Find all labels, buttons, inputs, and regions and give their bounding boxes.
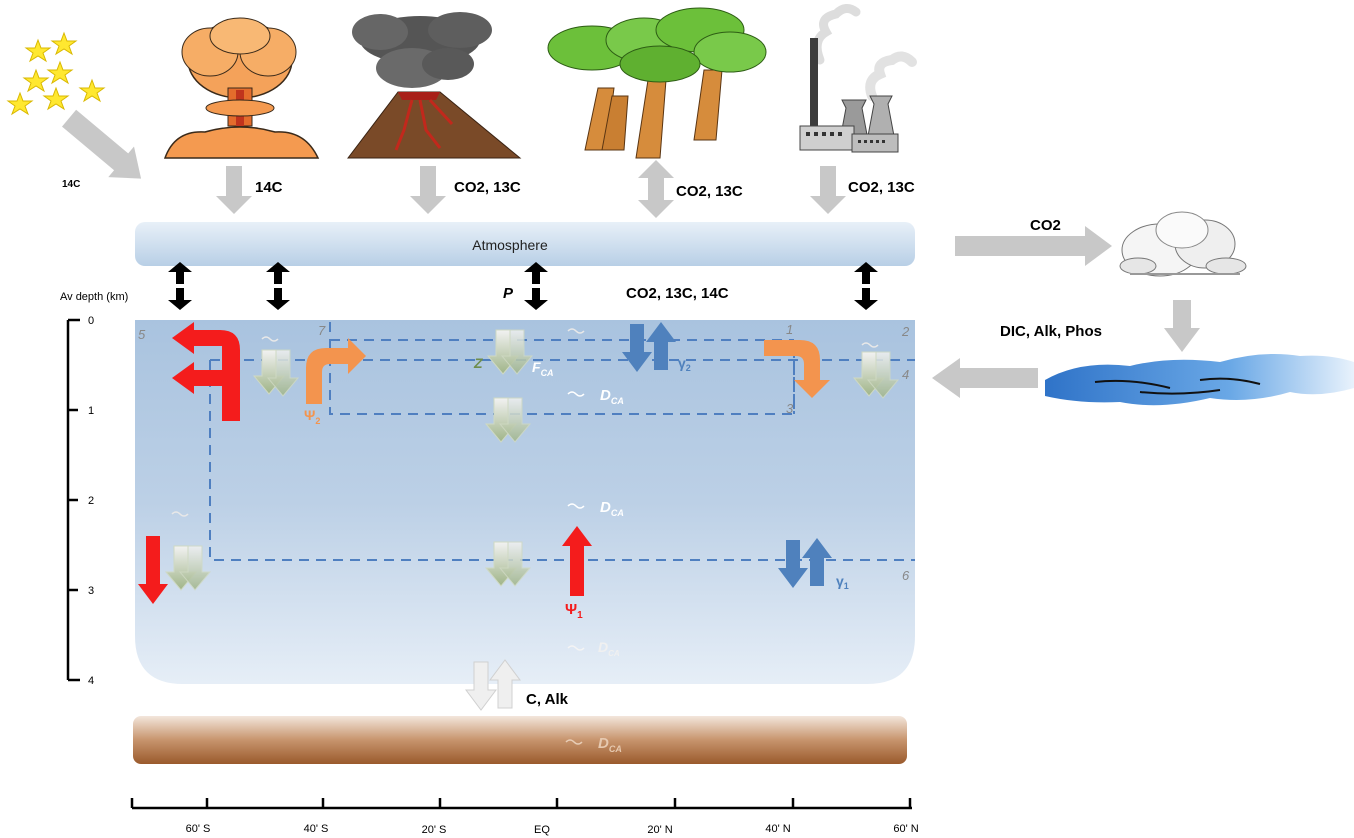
depth-axis-title: Av depth (km) [60, 291, 128, 303]
psi1-label: Ψ1 [565, 601, 583, 621]
atmosphere-box [135, 222, 915, 266]
psi2-left-arrow [306, 338, 366, 404]
stars-flux-arrow [61, 109, 142, 179]
d-ca-label-2: DCA [567, 499, 624, 518]
volcano-flux-arrow [410, 166, 446, 214]
lat-tick-40n: 40' N [765, 823, 790, 835]
export-arrow-12 [498, 541, 532, 587]
gamma-mixing-arrows [622, 322, 832, 588]
sediment-flux-label: C, Alk [526, 691, 569, 708]
river-icon [1045, 354, 1354, 406]
box-number-2: 2 [901, 324, 910, 339]
psi2-circulation-arrows [306, 338, 830, 404]
volcano-label: CO2, 13C [454, 179, 521, 196]
d-ca-label-3: DCA [567, 639, 620, 658]
weathering-co2-label: CO2 [1030, 217, 1061, 234]
sediment-layer [133, 716, 907, 764]
depth-tick-4: 4 [88, 675, 94, 687]
nuclear-explosion-icon [163, 17, 320, 159]
box-number-1: 1 [786, 322, 793, 337]
air-sea-arrow-4 [854, 262, 878, 310]
psi1-down-arrow [138, 536, 168, 604]
river-flux-label: DIC, Alk, Phos [1000, 323, 1102, 340]
depth-tick-0: 0 [88, 315, 94, 327]
depth-tick-3: 3 [88, 585, 94, 597]
gamma1-up-arrow [802, 538, 832, 586]
lat-tick-40s: 40' S [304, 823, 329, 835]
forest-flux-arrow [638, 160, 674, 218]
gamma2-label: γ2 [678, 355, 691, 373]
psi1-circulation-arrows [138, 322, 592, 604]
box-boundaries [209, 322, 915, 561]
p-label: P [503, 285, 514, 302]
box-number-7: 7 [318, 323, 326, 338]
export-arrow-10 [178, 545, 212, 591]
z-label: Z [473, 355, 483, 371]
export-arrow-6 [498, 397, 532, 443]
svg-text:DCA: DCA [598, 735, 622, 754]
gamma2-down-arrow [622, 324, 652, 372]
co2-to-rock-arrow [955, 226, 1112, 266]
nuclear-label: 14C [255, 179, 283, 196]
factory-flux-arrow [810, 166, 846, 214]
rock-to-river-arrow [1164, 300, 1200, 352]
export-arrow-2 [266, 349, 300, 397]
river-to-ocean-arrow [932, 358, 1038, 398]
factory-icon [799, 4, 917, 153]
gamma2-up-arrow [646, 322, 676, 370]
psi2-right-arrow [764, 340, 830, 398]
depth-tick-1: 1 [88, 405, 94, 417]
psi1-up-arrow [562, 526, 592, 596]
d-ca-label-1: DCA [567, 387, 624, 406]
box-number-6: 6 [902, 568, 910, 583]
source-arrows [61, 109, 846, 218]
psi1-upper-arrow [172, 322, 240, 421]
gamma1-down-arrow [778, 540, 808, 588]
air-sea-exchange-arrows [168, 262, 878, 310]
diffusion-marks [171, 328, 879, 517]
air-sea-arrow-2 [266, 262, 290, 310]
depth-tick-2: 2 [88, 495, 94, 507]
atmosphere-label: Atmosphere [472, 237, 548, 253]
forest-icon [547, 7, 767, 159]
f-ca-label: FCA [532, 359, 554, 378]
factory-label: CO2, 13C [848, 179, 915, 196]
lat-tick-eq: EQ [534, 824, 550, 836]
air-sea-arrow-1 [168, 262, 192, 310]
box-number-4: 4 [902, 367, 909, 382]
export-arrow-8 [866, 351, 900, 399]
export-arrows [164, 329, 900, 591]
latitude-axis [130, 798, 912, 810]
svg-text:DCA: DCA [600, 387, 624, 406]
stars-label: 14C [62, 179, 80, 190]
psi2-label: Ψ2 [304, 407, 320, 426]
air-sea-arrow-3 [524, 262, 548, 310]
svg-text:DCA: DCA [600, 499, 624, 518]
volcano-icon [346, 12, 522, 159]
lat-tick-60n: 60' N [893, 823, 918, 835]
nuclear-flux-arrow [216, 166, 252, 214]
box-number-3: 3 [786, 401, 794, 416]
box-number-5: 5 [138, 327, 146, 342]
d-ca-sediment-label: DCA [565, 735, 622, 754]
stars-icon [6, 31, 106, 116]
depth-axis [66, 318, 80, 682]
lat-tick-20n: 20' N [647, 824, 672, 836]
ocean-box [135, 320, 915, 684]
lat-tick-20s: 20' S [422, 824, 447, 836]
rock-icon [1119, 211, 1247, 277]
export-arrow-4 [500, 329, 534, 375]
air-sea-gas-label: CO2, 13C, 14C [626, 285, 729, 302]
sediment-exchange-arrows [465, 659, 521, 711]
lat-tick-60s: 60' S [186, 823, 211, 835]
psi1-mid-arrow [172, 362, 222, 394]
forest-label: CO2, 13C [676, 183, 743, 200]
gamma1-label: γ1 [836, 573, 849, 591]
svg-text:DCA: DCA [598, 639, 620, 658]
